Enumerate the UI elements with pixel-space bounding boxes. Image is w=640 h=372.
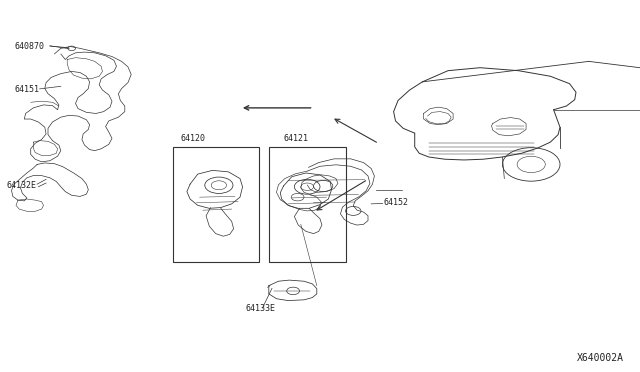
Text: 64132E: 64132E [6,182,36,190]
Text: 640870: 640870 [14,42,44,51]
Text: 64151: 64151 [14,85,39,94]
Bar [173,147,259,262]
Text: 64152: 64152 [384,198,409,207]
Text: 64121: 64121 [283,134,308,143]
Bar [269,147,346,262]
Text: 64120: 64120 [180,134,206,143]
Text: 64133E: 64133E [245,304,275,312]
Text: X640002A: X640002A [577,353,624,363]
